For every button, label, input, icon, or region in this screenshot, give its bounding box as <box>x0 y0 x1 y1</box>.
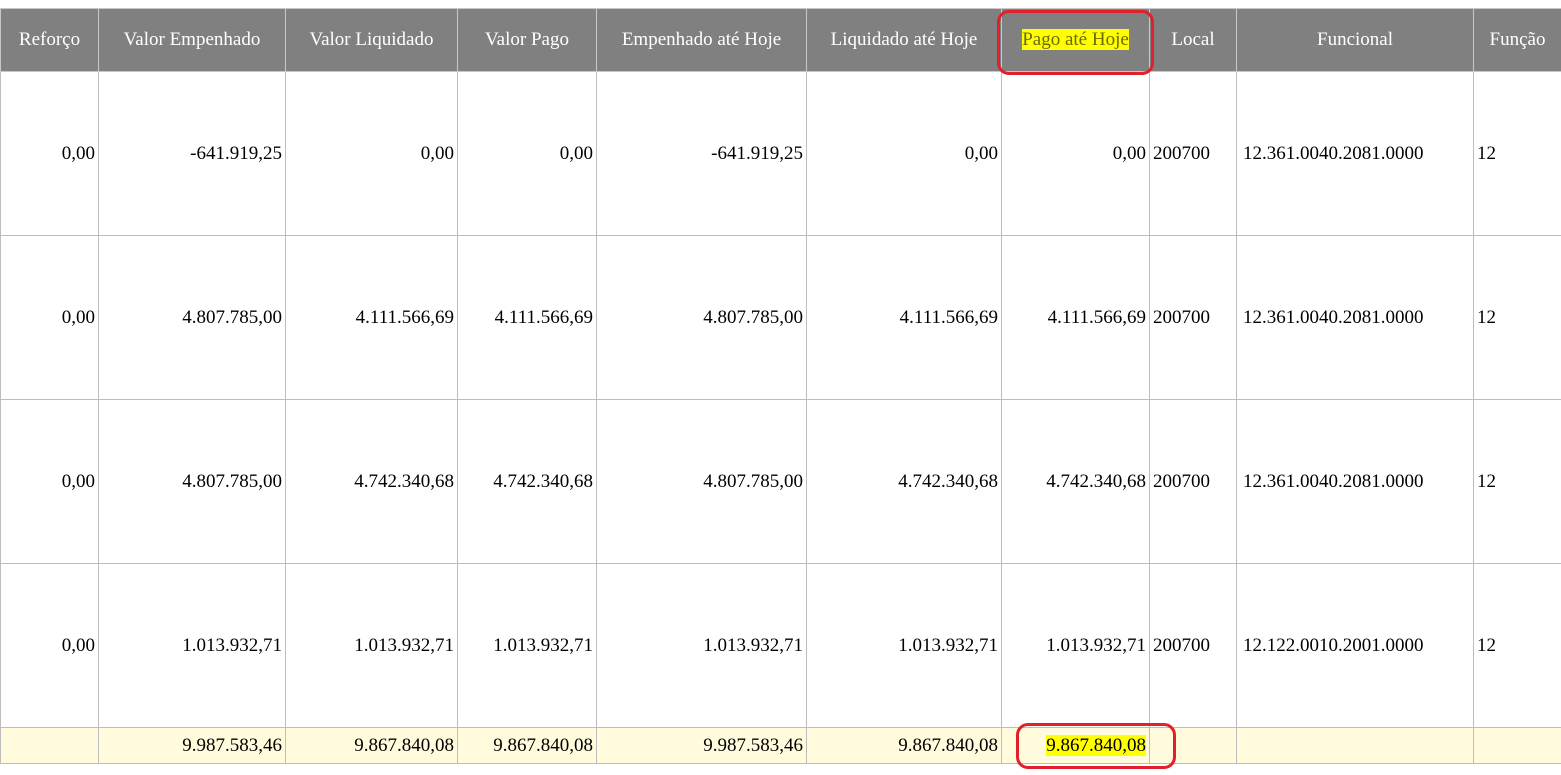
table-cell: 0,00 <box>0 563 99 728</box>
table-cell: 200700 <box>1149 71 1237 236</box>
total-cell <box>0 727 99 764</box>
table-cell: 12 <box>1473 235 1561 400</box>
column-header: Funcional <box>1236 8 1474 72</box>
table-cell: 200700 <box>1149 563 1237 728</box>
data-table: Reforço Valor Empenhado Valor Liquidado Val… <box>0 8 1561 764</box>
table-cell: 4.807.785,00 <box>596 399 807 564</box>
table-cell: 12.122.0010.2001.0000 <box>1236 563 1474 728</box>
total-cell <box>1236 727 1474 764</box>
total-row: 9.987.583,46 9.867.840,08 9.867.840,08 9.98… <box>0 727 1561 764</box>
table-cell: 0,00 <box>457 71 597 236</box>
total-cell: 9.867.840,08 <box>806 727 1002 764</box>
table-cell: 1.013.932,71 <box>806 563 1002 728</box>
total-cell: 9.987.583,46 <box>98 727 286 764</box>
total-cell: 9.867.840,08 <box>285 727 458 764</box>
total-cell: 9.987.583,46 <box>596 727 807 764</box>
table-cell: 0,00 <box>0 399 99 564</box>
table-cell: 4.742.340,68 <box>285 399 458 564</box>
table-cell: 1.013.932,71 <box>98 563 286 728</box>
table-cell: 1.013.932,71 <box>457 563 597 728</box>
table-cell: 12 <box>1473 563 1561 728</box>
table-cell: 12.361.0040.2081.0000 <box>1236 235 1474 400</box>
table-cell: 0,00 <box>806 71 1002 236</box>
column-header: Valor Liquidado <box>285 8 458 72</box>
table-cell: 4.111.566,69 <box>457 235 597 400</box>
total-cell: 9.867.840,08 <box>1001 727 1150 764</box>
column-header: Função <box>1473 8 1561 72</box>
table-cell: 4.742.340,68 <box>1001 399 1150 564</box>
table-cell: -641.919,25 <box>98 71 286 236</box>
total-cell <box>1149 727 1237 764</box>
table-cell: 12 <box>1473 71 1561 236</box>
total-cell: 9.867.840,08 <box>457 727 597 764</box>
table-cell: 4.111.566,69 <box>806 235 1002 400</box>
table-cell: -641.919,25 <box>596 71 807 236</box>
table-cell: 12.361.0040.2081.0000 <box>1236 399 1474 564</box>
table-cell: 4.742.340,68 <box>806 399 1002 564</box>
header-row: Reforço Valor Empenhado Valor Liquidado Val… <box>0 8 1561 72</box>
table-cell: 1.013.932,71 <box>285 563 458 728</box>
table-row: 0,00 -641.919,25 0,00 0,00 -641.919,25 0,00 0,… <box>0 71 1561 236</box>
table-cell: 4.111.566,69 <box>285 235 458 400</box>
table-cell: 12 <box>1473 399 1561 564</box>
table-cell: 200700 <box>1149 235 1237 400</box>
table-row: 0,00 4.807.785,00 4.742.340,68 4.742.340,68… <box>0 399 1561 564</box>
table-cell: 1.013.932,71 <box>1001 563 1150 728</box>
highlighted-text: Pago até Hoje <box>1022 29 1129 50</box>
table-cell: 0,00 <box>285 71 458 236</box>
column-header: Pago até Hoje <box>1001 8 1150 72</box>
table-cell: 200700 <box>1149 399 1237 564</box>
table-cell: 4.807.785,00 <box>596 235 807 400</box>
table-cell: 1.013.932,71 <box>596 563 807 728</box>
table-cell: 4.807.785,00 <box>98 235 286 400</box>
table-cell: 0,00 <box>0 235 99 400</box>
table-cell: 0,00 <box>1001 71 1150 236</box>
column-header: Liquidado até Hoje <box>806 8 1002 72</box>
table-cell: 4.807.785,00 <box>98 399 286 564</box>
table-cell: 0,00 <box>0 71 99 236</box>
column-header: Empenhado até Hoje <box>596 8 807 72</box>
highlighted-text: 9.867.840,08 <box>1046 734 1146 756</box>
table-cell: 4.742.340,68 <box>457 399 597 564</box>
table-cell: 12.361.0040.2081.0000 <box>1236 71 1474 236</box>
column-header: Reforço <box>0 8 99 72</box>
total-cell <box>1473 727 1561 764</box>
table-row: 0,00 1.013.932,71 1.013.932,71 1.013.932,71… <box>0 563 1561 728</box>
column-header: Valor Empenhado <box>98 8 286 72</box>
column-header: Valor Pago <box>457 8 597 72</box>
table-cell: 4.111.566,69 <box>1001 235 1150 400</box>
column-header: Local <box>1149 8 1237 72</box>
table-row: 0,00 4.807.785,00 4.111.566,69 4.111.566,69… <box>0 235 1561 400</box>
